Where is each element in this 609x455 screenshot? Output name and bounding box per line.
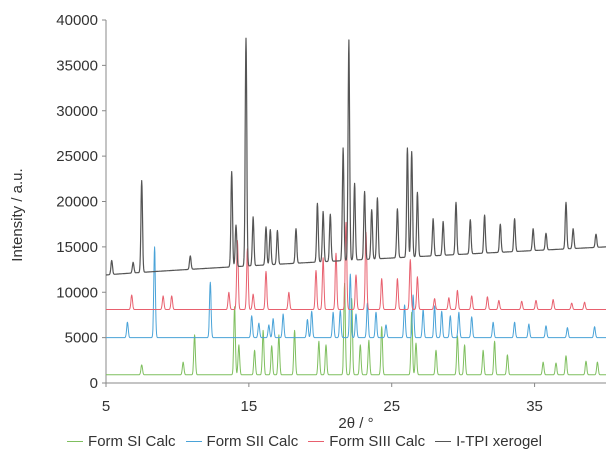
legend-item-form-si: Form SI Calc <box>67 433 176 450</box>
y-tick-label: 0 <box>90 375 98 392</box>
y-tick-label: 10000 <box>56 284 98 301</box>
y-tick-label: 40000 <box>56 12 98 29</box>
legend-swatch-form-si <box>67 440 84 442</box>
legend-item-i-tpi-xerogel: I-TPI xerogel <box>435 433 542 450</box>
x-tick-label: 5 <box>102 398 110 415</box>
y-axis-label: Intensity / a.u. <box>9 168 26 261</box>
legend-swatch-i-tpi-xerogel <box>435 440 452 442</box>
y-tick-label: 5000 <box>65 330 98 347</box>
x-tick-label: 35 <box>526 398 543 415</box>
x-tick-label: 25 <box>383 398 400 415</box>
y-tick-label: 15000 <box>56 239 98 256</box>
legend: Form SI Calc Form SII Calc Form SIII Cal… <box>0 430 609 452</box>
series-line-form-sii-calc <box>105 246 607 339</box>
y-tick-label: 35000 <box>56 57 98 74</box>
legend-label-form-si: Form SI Calc <box>88 432 176 450</box>
legend-swatch-form-siii <box>308 440 325 442</box>
series-line-form-si-calc <box>105 282 607 376</box>
y-tick-label: 20000 <box>56 194 98 211</box>
legend-label-form-sii: Form SII Calc <box>206 432 299 450</box>
legend-label-form-siii: Form SIII Calc <box>329 432 426 450</box>
legend-item-form-sii: Form SII Calc <box>185 432 299 450</box>
legend-item-form-siii: Form SIII Calc <box>308 433 425 450</box>
y-tick-label: 30000 <box>56 103 98 120</box>
y-tick-label: 25000 <box>56 148 98 165</box>
legend-label-i-tpi-xerogel: I-TPI xerogel <box>456 432 542 450</box>
x-axis-label: 2θ / ° <box>338 415 373 432</box>
legend-swatch-form-sii <box>185 440 202 442</box>
series-line-i-tpi-xerogel <box>105 37 607 276</box>
series-line-form-siii-calc <box>105 221 607 310</box>
x-tick-label: 15 <box>241 398 258 415</box>
